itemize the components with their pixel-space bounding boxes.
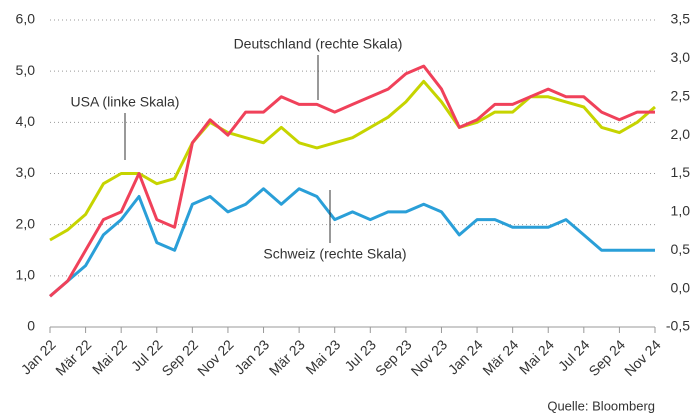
x-tick-label: Nov 22 [194, 336, 237, 379]
y-tick-label: 6,0 [16, 11, 36, 27]
x-tick-label: Mär 22 [52, 336, 94, 378]
y2-tick-label: -0,5 [666, 318, 690, 334]
y-tick-label: 0 [27, 318, 35, 334]
y2-tick-label: 3,5 [671, 11, 691, 27]
y2-tick-label: 0,5 [671, 241, 691, 257]
y-tick-label: 1,0 [16, 267, 36, 283]
x-tick-label: Nov 24 [621, 336, 664, 379]
y2-tick-label: 1,0 [671, 203, 691, 219]
y2-tick-label: 1,5 [671, 164, 691, 180]
x-tick-label: Jan 22 [18, 336, 59, 377]
source: Quelle: Bloomberg [547, 398, 655, 413]
x-tick-label: Mär 23 [266, 336, 308, 378]
y-tick-label: 5,0 [16, 62, 36, 78]
series-line [49, 187, 655, 298]
x-tick-label: Jan 23 [231, 336, 272, 377]
y-tick-label: 2,0 [16, 215, 36, 231]
x-tick-label: Jan 24 [445, 336, 486, 377]
x-tick-label: Mär 24 [479, 336, 521, 378]
x-tick-label: Sep 23 [372, 336, 415, 379]
y2-tick-label: 2,0 [671, 126, 691, 142]
y-tick-label: 4,0 [16, 113, 36, 129]
x-tick-label: Mai 22 [89, 336, 130, 377]
annotation: Deutschland (rechte Skala) [234, 36, 403, 52]
y2-tick-label: 0,0 [671, 279, 691, 295]
x-tick-label: Nov 23 [408, 336, 451, 379]
x-tick-label: Mai 23 [302, 336, 343, 377]
series-line [49, 64, 655, 298]
annotation: Schweiz (rechte Skala) [263, 246, 406, 262]
y2-tick-label: 2,5 [671, 87, 691, 103]
x-tick-label: Sep 22 [158, 336, 201, 379]
x-tick-label: Mai 24 [516, 336, 557, 377]
annotation: USA (linke Skala) [71, 94, 180, 110]
x-tick-label: Sep 24 [585, 336, 628, 379]
y-tick-label: 3,0 [16, 164, 36, 180]
y2-tick-label: 3,0 [671, 49, 691, 65]
series-line [49, 79, 656, 242]
